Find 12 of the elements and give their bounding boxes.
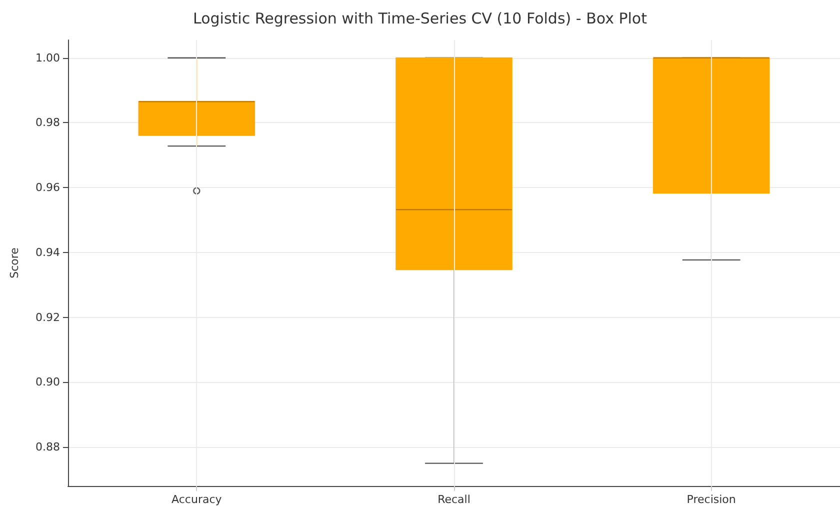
x-tick-label: Recall — [438, 493, 470, 506]
x-tick-label: Precision — [686, 493, 736, 506]
y-tick-label: 0.94 — [36, 246, 60, 259]
y-tick-label: 0.96 — [36, 181, 60, 194]
x-tick-label: Accuracy — [172, 493, 222, 506]
y-tick-label: 0.92 — [36, 310, 60, 324]
y-tick-label: 0.90 — [36, 376, 60, 389]
y-axis-title: Score — [8, 247, 21, 278]
y-tick-label: 0.88 — [36, 440, 60, 454]
y-tick-label: 1.00 — [36, 51, 60, 64]
chart-title: Logistic Regression with Time-Series CV (10 Folds) - Box Plot — [193, 10, 648, 28]
y-tick-label: 0.98 — [36, 116, 60, 130]
